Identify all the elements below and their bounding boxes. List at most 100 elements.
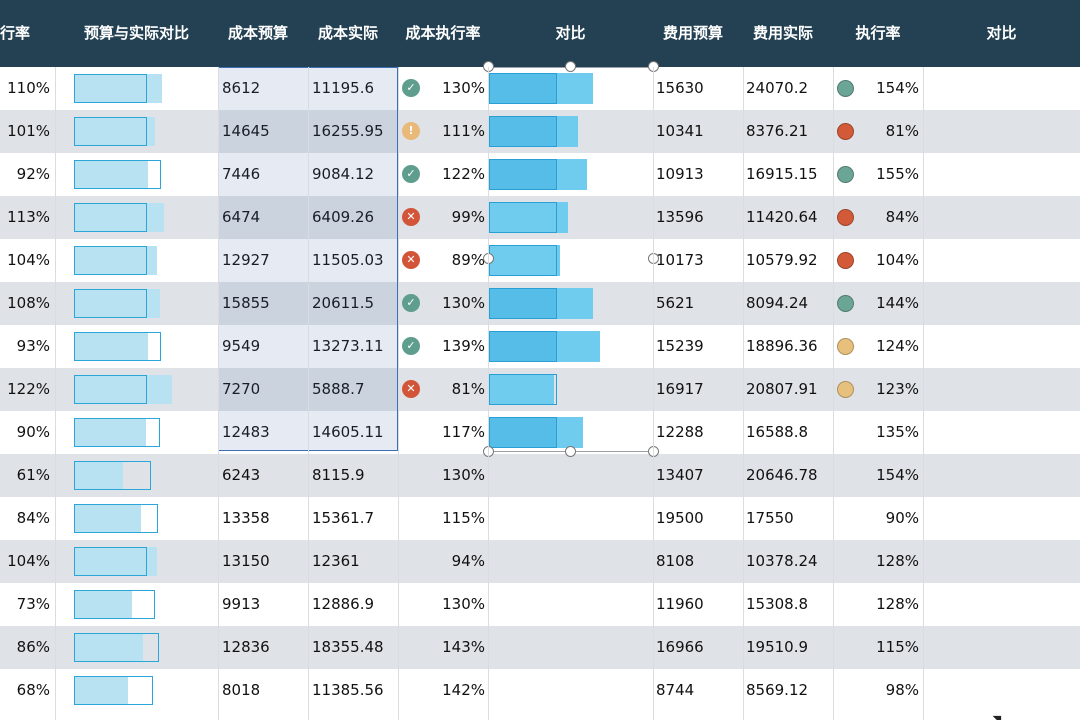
header-cost-actual[interactable]: 成本实际	[317, 24, 378, 42]
header-fee-budget[interactable]: 费用预算	[662, 24, 723, 42]
header-budget-vs-actual[interactable]: 预算与实际对比	[83, 24, 189, 42]
cell-cost-actual[interactable]: 8115.9	[312, 466, 365, 484]
cell-cost-budget[interactable]: 15855	[222, 294, 270, 312]
cell-fee-actual[interactable]: 8094.24	[746, 294, 809, 312]
cell-fee-rate[interactable]: 144%	[876, 294, 919, 312]
cell-fee-budget[interactable]: 16917	[656, 380, 704, 398]
cell-cost-actual[interactable]: 16255.95	[312, 122, 384, 140]
cell-cost-rate[interactable]: 111%	[442, 122, 485, 140]
cell-fee-budget[interactable]: 8744	[656, 681, 695, 699]
cell-fee-rate[interactable]: 98%	[885, 681, 919, 699]
cell-cost-budget[interactable]: 7270	[222, 380, 261, 398]
cell-fee-actual[interactable]: 16915.15	[746, 165, 818, 183]
cell-fee-actual[interactable]: 24070.2	[746, 79, 809, 97]
cell-fee-actual[interactable]: 8569.12	[746, 681, 809, 699]
cell-cost-budget[interactable]: 6474	[222, 208, 261, 226]
cell-cost-actual[interactable]: 11505.03	[312, 251, 384, 269]
resize-handle-bottom[interactable]	[565, 446, 576, 457]
resize-handle-top[interactable]	[565, 61, 576, 72]
cell-fee-rate[interactable]: 123%	[876, 380, 919, 398]
cell-fee-budget[interactable]: 8108	[656, 552, 695, 570]
cell-cost-budget[interactable]: 12836	[222, 638, 270, 656]
cell-fee-budget[interactable]: 10913	[656, 165, 704, 183]
cell-fee-rate[interactable]: 128%	[876, 595, 919, 613]
cell-cost-rate[interactable]: 142%	[442, 681, 485, 699]
cell-fee-budget[interactable]: 16966	[656, 638, 704, 656]
cell-fee-budget[interactable]: 5621	[656, 294, 695, 312]
cell-rate[interactable]: 90%	[16, 423, 50, 441]
header-compare[interactable]: 对比	[555, 24, 586, 42]
cell-fee-actual[interactable]: 18896.36	[746, 337, 818, 355]
cell-rate[interactable]: 61%	[16, 466, 50, 484]
cell-fee-rate[interactable]: 115%	[876, 638, 919, 656]
cell-cost-budget[interactable]: 13150	[222, 552, 270, 570]
cell-cost-rate[interactable]: 99%	[451, 208, 485, 226]
cell-rate[interactable]: 101%	[7, 122, 50, 140]
cell-cost-actual[interactable]: 11195.6	[312, 79, 375, 97]
cell-fee-actual[interactable]: 17550	[746, 509, 794, 527]
cell-cost-actual[interactable]: 9084.12	[312, 165, 375, 183]
cell-fee-rate[interactable]: 135%	[876, 423, 919, 441]
cell-cost-rate[interactable]: 81%	[451, 380, 485, 398]
cell-cost-budget[interactable]: 8612	[222, 79, 261, 97]
cell-rate[interactable]: 104%	[7, 552, 50, 570]
cell-cost-actual[interactable]: 13273.11	[312, 337, 384, 355]
cell-rate[interactable]: 122%	[7, 380, 50, 398]
header-cost-rate[interactable]: 成本执行率	[405, 24, 481, 42]
cell-cost-actual[interactable]: 18355.48	[312, 638, 384, 656]
header-fee-actual[interactable]: 费用实际	[752, 24, 813, 42]
cell-fee-budget[interactable]: 12288	[656, 423, 704, 441]
cell-fee-actual[interactable]: 10378.24	[746, 552, 818, 570]
cell-cost-rate[interactable]: 115%	[442, 509, 485, 527]
cell-cost-actual[interactable]: 20611.5	[312, 294, 375, 312]
cell-cost-rate[interactable]: 122%	[442, 165, 485, 183]
cell-rate[interactable]: 110%	[7, 79, 50, 97]
cell-cost-actual[interactable]: 11385.56	[312, 681, 384, 699]
cell-rate[interactable]: 104%	[7, 251, 50, 269]
header-rate[interactable]: 行率	[0, 24, 31, 42]
cell-cost-actual[interactable]: 12361	[312, 552, 360, 570]
cell-fee-budget[interactable]: 10341	[656, 122, 704, 140]
cell-fee-rate[interactable]: 81%	[885, 122, 919, 140]
cell-fee-actual[interactable]: 10579.92	[746, 251, 818, 269]
cell-cost-actual[interactable]: 14605.11	[312, 423, 384, 441]
cell-fee-budget[interactable]: 11960	[656, 595, 704, 613]
cell-fee-actual[interactable]: 8376.21	[746, 122, 809, 140]
cell-fee-budget[interactable]: 19500	[656, 509, 704, 527]
cell-cost-budget[interactable]: 12927	[222, 251, 270, 269]
cell-cost-rate[interactable]: 89%	[451, 251, 485, 269]
cell-fee-budget[interactable]: 15630	[656, 79, 704, 97]
header-cost-budget[interactable]: 成本预算	[227, 24, 288, 42]
header-compare-2[interactable]: 对比	[986, 24, 1017, 42]
cell-cost-rate[interactable]: 94%	[451, 552, 485, 570]
cell-rate[interactable]: 108%	[7, 294, 50, 312]
cell-fee-rate[interactable]: 104%	[876, 251, 919, 269]
cell-rate[interactable]: 93%	[16, 337, 50, 355]
cell-fee-budget[interactable]: 13596	[656, 208, 704, 226]
cell-cost-budget[interactable]: 12483	[222, 423, 270, 441]
cell-cost-actual[interactable]: 5888.7	[312, 380, 365, 398]
cell-fee-rate[interactable]: 155%	[876, 165, 919, 183]
cell-rate[interactable]: 68%	[16, 681, 50, 699]
cell-fee-actual[interactable]: 15308.8	[746, 595, 809, 613]
chart-selection-frame[interactable]	[488, 67, 654, 452]
cell-fee-rate[interactable]: 154%	[876, 79, 919, 97]
cell-cost-budget[interactable]: 13358	[222, 509, 270, 527]
cell-cost-budget[interactable]: 6243	[222, 466, 261, 484]
cell-fee-rate[interactable]: 124%	[876, 337, 919, 355]
cell-fee-budget[interactable]: 15239	[656, 337, 704, 355]
header-fee-rate[interactable]: 执行率	[855, 24, 901, 42]
cell-fee-rate[interactable]: 154%	[876, 466, 919, 484]
cell-fee-actual[interactable]: 20646.78	[746, 466, 818, 484]
cell-cost-actual[interactable]: 6409.26	[312, 208, 375, 226]
cell-cost-rate[interactable]: 139%	[442, 337, 485, 355]
cell-cost-rate[interactable]: 130%	[442, 595, 485, 613]
cell-cost-budget[interactable]: 14645	[222, 122, 270, 140]
cell-fee-rate[interactable]: 84%	[885, 208, 919, 226]
cell-rate[interactable]: 86%	[16, 638, 50, 656]
cell-cost-rate[interactable]: 130%	[442, 294, 485, 312]
cell-fee-rate[interactable]: 90%	[885, 509, 919, 527]
cell-cost-budget[interactable]: 9549	[222, 337, 261, 355]
cell-fee-actual[interactable]: 11420.64	[746, 208, 818, 226]
cell-rate[interactable]: 73%	[16, 595, 50, 613]
